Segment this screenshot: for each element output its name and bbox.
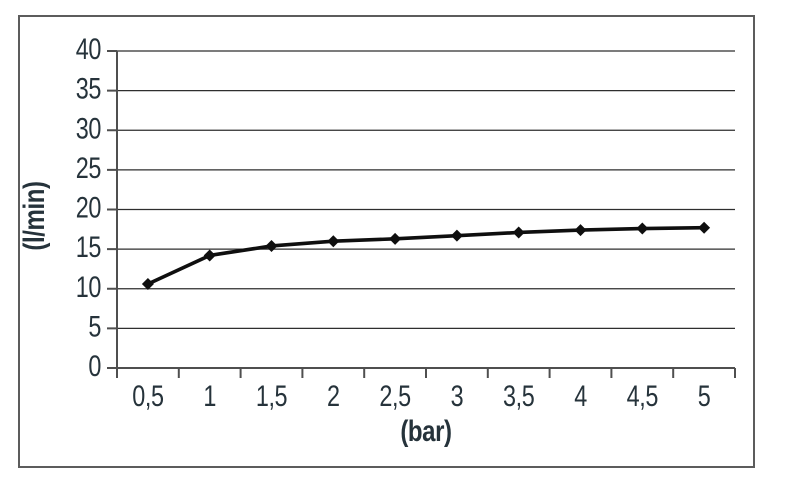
data-point-marker bbox=[203, 249, 216, 262]
gridlines bbox=[117, 50, 735, 330]
x-tick-label: 3,5 bbox=[503, 379, 534, 412]
x-tick-label: 3 bbox=[451, 379, 464, 412]
data-point-marker bbox=[141, 277, 154, 290]
data-point-marker bbox=[327, 235, 340, 248]
y-tick-label: 20 bbox=[76, 191, 101, 224]
x-axis-title: (bar) bbox=[400, 413, 451, 447]
series-line-flow-rate bbox=[147, 225, 705, 286]
x-tick-label: 1,5 bbox=[256, 379, 287, 412]
y-tick-label: 10 bbox=[76, 270, 101, 303]
y-tick-label: 40 bbox=[76, 32, 101, 65]
x-tick-label: 5 bbox=[698, 379, 711, 412]
data-point-marker bbox=[636, 222, 649, 235]
y-tick-label: 15 bbox=[76, 230, 101, 263]
data-point-marker bbox=[265, 239, 278, 252]
tick-labels: 0 5 10 15 20 25 30 35 40 0,5 1 1,5 2 2,5 3 3,5 4 4,5 5 bbox=[76, 32, 711, 412]
y-axis-title: (l/min) bbox=[16, 181, 50, 250]
x-tick-label: 4,5 bbox=[627, 379, 658, 412]
data-point-marker bbox=[450, 229, 463, 242]
y-tick-label: 25 bbox=[76, 151, 101, 184]
data-point-marker bbox=[574, 224, 587, 237]
data-point-marker bbox=[389, 232, 402, 245]
data-point-marker bbox=[512, 226, 525, 239]
x-tick-label: 4 bbox=[574, 379, 587, 412]
data-series bbox=[141, 221, 711, 290]
tick-marks bbox=[107, 50, 736, 378]
y-tick-label: 35 bbox=[76, 72, 101, 105]
x-tick-label: 2,5 bbox=[379, 379, 410, 412]
y-tick-label: 5 bbox=[88, 310, 101, 343]
x-tick-label: 2 bbox=[327, 379, 340, 412]
y-tick-label: 0 bbox=[88, 349, 101, 382]
x-tick-label: 1 bbox=[203, 379, 216, 412]
x-tick-label: 0,5 bbox=[132, 379, 163, 412]
data-point-marker bbox=[698, 221, 711, 234]
y-tick-label: 30 bbox=[76, 111, 101, 144]
